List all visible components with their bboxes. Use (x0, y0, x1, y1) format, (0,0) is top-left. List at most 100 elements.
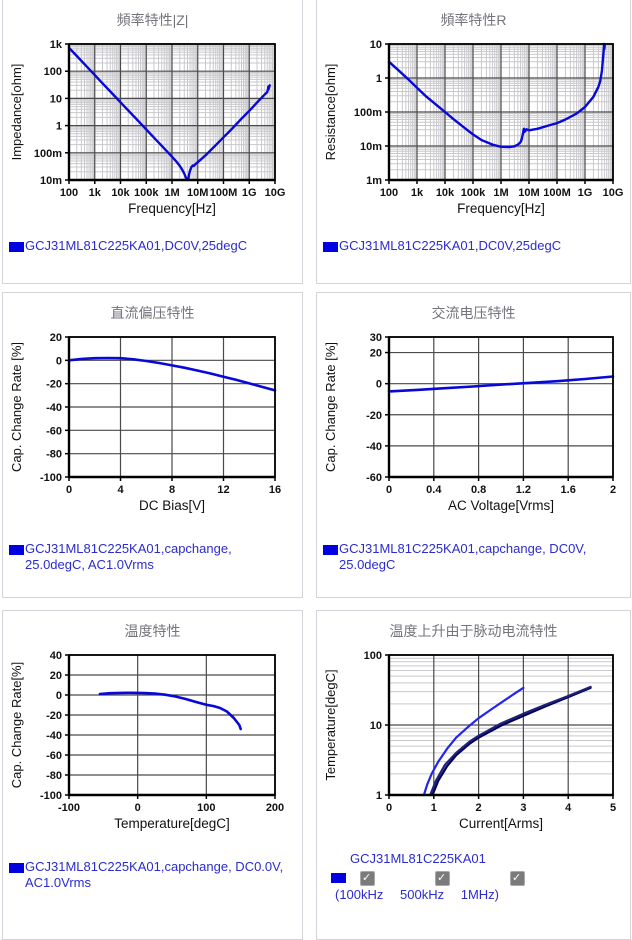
legend-swatch (323, 242, 338, 252)
legend-entry: GCJ31ML81C225KA01,DC0V,25degC (323, 238, 630, 254)
legend-label: GCJ31ML81C225KA01,DC0V,25degC (25, 238, 248, 253)
svg-text:1G: 1G (241, 187, 256, 199)
legend-label: GCJ31ML81C225KA01,DC0V,25degC (339, 238, 562, 253)
panel-frequency-resistance: 頻率特性R 100 1k 10k 100k 1M 10M 100M 1G 10G 10 1 100m 1… (316, 0, 631, 284)
svg-text:10M: 10M (187, 187, 208, 199)
svg-text:-60: -60 (366, 472, 382, 484)
svg-text:0: 0 (65, 484, 71, 496)
svg-text:Cap. Change Rate[%]: Cap. Change Rate[%] (9, 662, 24, 788)
chart-title: 頻率特性|Z| (116, 12, 189, 28)
svg-text:1m: 1m (366, 175, 382, 187)
svg-text:100: 100 (43, 66, 61, 78)
panel-temperature: 温度特性 -100 0 100 200 40 20 0 -20 -40 -60 -80 -100 Tem… (2, 610, 303, 940)
panel-frequency-impedance: 頻率特性|Z| 100 1k 10k 100k 1M 10M 100M 1G 10G 1k 100 1… (2, 0, 303, 284)
legend-entry: GCJ31ML81C225KA01,capchange, DC0.0V, AC1… (9, 859, 302, 892)
svg-text:30: 30 (369, 332, 381, 344)
legend-label: GCJ31ML81C225KA01 (350, 851, 486, 866)
svg-text:10G: 10G (264, 187, 285, 199)
svg-text:16: 16 (268, 484, 280, 496)
temperature-chart: -100 0 100 20040200-20-40-60-80-100Temperat… (9, 650, 284, 831)
svg-text:Frequency[Hz]: Frequency[Hz] (457, 201, 545, 216)
svg-text:0: 0 (375, 379, 381, 391)
svg-text:100k: 100k (134, 187, 159, 199)
svg-text:Temperature[degC]: Temperature[degC] (114, 816, 230, 831)
svg-text:100m: 100m (33, 148, 61, 160)
svg-text:20: 20 (49, 670, 61, 682)
svg-text:1: 1 (375, 73, 381, 85)
legend-swatch (9, 242, 24, 252)
svg-text:-20: -20 (46, 710, 62, 722)
legend-swatch (331, 873, 346, 884)
svg-text:8: 8 (168, 484, 174, 496)
svg-text:Cap. Change Rate [%]: Cap. Change Rate [%] (9, 342, 24, 472)
svg-text:10k: 10k (435, 187, 454, 199)
panel-ac-voltage: 交流电压特性 0 0.4 0.8 1.2 1.6 2 30 20 0 -20 -40 -60 AC Vo… (316, 292, 631, 598)
svg-text:100m: 100m (353, 107, 381, 119)
svg-text:2: 2 (609, 484, 615, 496)
legend-entry: GCJ31ML81C225KA01,capchange, 25.0degC, A… (9, 541, 302, 574)
svg-text:5: 5 (609, 802, 615, 814)
legend-entry: GCJ31ML81C225KA01,capchange, DC0V, 25.0d… (323, 541, 630, 574)
svg-text:-60: -60 (46, 425, 62, 437)
svg-text:0: 0 (385, 802, 391, 814)
legend-swatch (323, 545, 338, 555)
svg-text:1: 1 (55, 121, 61, 133)
svg-text:10m: 10m (359, 141, 381, 153)
svg-text:-80: -80 (46, 770, 62, 782)
legend-swatch (9, 863, 24, 873)
legend-swatch (9, 545, 24, 555)
svg-text:4: 4 (565, 802, 572, 814)
svg-text:100: 100 (363, 650, 381, 662)
frequency-checkbox-100khz[interactable] (360, 870, 375, 886)
svg-text:-40: -40 (366, 441, 382, 453)
svg-text:-80: -80 (46, 449, 62, 461)
svg-text:10: 10 (369, 39, 381, 51)
svg-text:-40: -40 (46, 730, 62, 742)
svg-text:0: 0 (385, 484, 391, 496)
legend-label: GCJ31ML81C225KA01,capchange, DC0.0V, AC1… (25, 859, 284, 891)
svg-text:DC Bias[V]: DC Bias[V] (138, 498, 204, 513)
svg-text:0: 0 (134, 802, 140, 814)
legend-frequency-options: (100kHz 500kHz 1MHz) (335, 886, 499, 902)
svg-text:10k: 10k (111, 187, 130, 199)
svg-text:200: 200 (265, 802, 283, 814)
legend-label: GCJ31ML81C225KA01,capchange, DC0V, 25.0d… (339, 541, 587, 573)
frequency-checkbox-1mhz[interactable] (510, 870, 525, 886)
svg-text:Cap. Change Rate [%]: Cap. Change Rate [%] (323, 342, 338, 472)
svg-text:10: 10 (369, 720, 381, 732)
frequency-checkbox-500khz[interactable] (435, 870, 450, 886)
svg-text:1G: 1G (577, 187, 592, 199)
svg-text:Current[Arms]: Current[Arms] (458, 816, 542, 831)
svg-text:4: 4 (117, 484, 124, 496)
svg-text:40: 40 (49, 650, 61, 662)
svg-text:-40: -40 (46, 402, 62, 414)
svg-text:Impedance[ohm]: Impedance[ohm] (9, 64, 24, 161)
svg-text:1: 1 (375, 790, 381, 802)
chart-title: 温度上升由于脉动电流特性 (389, 623, 558, 639)
dc-bias-chart: 0 4 8 12 16 20 0 -20 -40 -60 -80 -100 DC Bias[V] Cap.… (9, 332, 281, 513)
svg-text:12: 12 (217, 484, 229, 496)
svg-text:1.6: 1.6 (560, 484, 575, 496)
svg-text:100M: 100M (543, 187, 571, 199)
svg-text:100: 100 (197, 802, 215, 814)
svg-text:20: 20 (369, 348, 381, 360)
svg-text:1k: 1k (49, 39, 62, 51)
panel-ripple-current-temperature-rise: 温度上升由于脉动电流特性 0 1 2 3 4 5 100 10 1 Current[Arms] Te… (316, 610, 631, 940)
svg-text:AC Voltage[Vrms]: AC Voltage[Vrms] (447, 498, 553, 513)
svg-text:100k: 100k (460, 187, 485, 199)
chart-title: 温度特性 (124, 623, 181, 639)
svg-text:0.8: 0.8 (470, 484, 485, 496)
impedance-frequency-chart: 100 1k 10k 100k 1M 10M 100M 1G 10G 1k 100 10 1 100m 10… (9, 39, 285, 216)
resistance-frequency-chart: 100 1k 10k 100k 1M 10M 100M 1G 10G 10 1 100m 10m 1m Fr… (323, 39, 623, 216)
svg-text:0.4: 0.4 (426, 484, 442, 496)
svg-text:10: 10 (49, 93, 61, 105)
svg-text:-100: -100 (39, 472, 61, 484)
legend-entry: GCJ31ML81C225KA01 (100kHz 500kHz 1MHz) (331, 851, 630, 904)
svg-text:2: 2 (475, 802, 481, 814)
svg-text:1M: 1M (164, 187, 179, 199)
svg-text:-20: -20 (366, 410, 382, 422)
ripple-current-chart: 0 1 2 3 4 5100101Current[Arms]Temperature[deg… (323, 650, 616, 831)
svg-text:100M: 100M (209, 187, 237, 199)
panel-dc-bias: 直流偏压特性 0 4 8 12 16 20 0 -20 -40 -60 -80 -100 DC Bias… (2, 292, 303, 598)
svg-text:-60: -60 (46, 750, 62, 762)
